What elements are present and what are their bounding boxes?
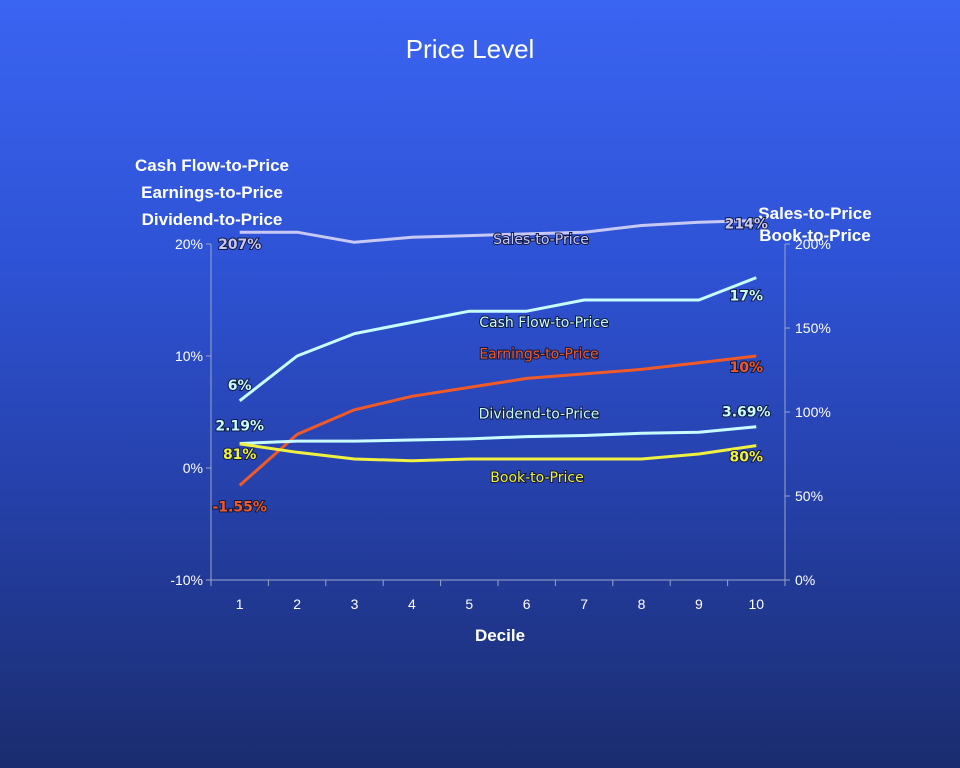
right-tick-label: 200% — [795, 236, 831, 252]
right-tick-label: 50% — [795, 488, 823, 504]
start-data-label: -1.55% — [213, 499, 267, 515]
x-tick-label: 9 — [695, 596, 703, 612]
start-data-label: 2.19% — [215, 418, 264, 434]
x-tick-label: 6 — [523, 596, 531, 612]
right-tick-label: 0% — [795, 572, 815, 588]
chart-title: Price Level — [405, 34, 535, 64]
left-tick-label: -10% — [170, 572, 203, 588]
x-axis-title: Decile — [474, 626, 526, 645]
left-tick-label: 0% — [183, 460, 203, 476]
right-axis-title-line: Book-to-Price — [759, 226, 871, 245]
right-axis-title: Sales-to-Price Book-to-Price — [735, 203, 895, 247]
left-axis-title-line: Dividend-to-Price — [141, 210, 283, 229]
x-tick-label: 7 — [580, 596, 588, 612]
left-tick-label: 10% — [175, 348, 203, 364]
series-name-label: Earnings-to-Price — [479, 346, 598, 362]
series-name-label: Sales-to-Price — [493, 232, 589, 248]
start-data-label: 207% — [218, 237, 261, 253]
right-tick-label: 100% — [795, 404, 831, 420]
series-line-cash-flow-to-price — [238, 276, 757, 402]
end-data-label: 214% — [725, 216, 768, 232]
right-tick-label: 150% — [795, 320, 831, 336]
left-tick-label: 20% — [175, 236, 203, 252]
series-name-label: Cash Flow-to-Price — [479, 315, 609, 331]
left-axis-title-line: Earnings-to-Price — [141, 183, 283, 202]
end-data-label: 10% — [730, 360, 764, 376]
series-name-label: Book-to-Price — [490, 470, 583, 486]
series-line-book-to-price — [239, 442, 757, 463]
left-axis-title: Cash Flow-to-Price Earnings-to-Price Div… — [112, 152, 312, 233]
series-line-sales-to-price — [239, 219, 757, 244]
series-line-dividend-to-price — [239, 425, 757, 445]
x-tick-label: 2 — [293, 596, 301, 612]
end-data-label: 80% — [730, 450, 764, 466]
series-name-label: Dividend-to-Price — [479, 407, 600, 423]
end-data-label: 3.69% — [722, 405, 771, 421]
right-axis-title-line: Sales-to-Price — [758, 204, 872, 223]
x-tick-label: 1 — [236, 596, 244, 612]
x-tick-label: 8 — [638, 596, 646, 612]
start-data-label: 81% — [223, 447, 257, 463]
x-tick-label: 10 — [749, 596, 765, 612]
x-tick-label: 4 — [408, 596, 416, 612]
series-line-earnings-to-price — [238, 354, 757, 487]
end-data-label: 17% — [730, 289, 764, 305]
start-data-label: 6% — [228, 378, 252, 394]
x-tick-label: 5 — [465, 596, 473, 612]
x-tick-label: 3 — [351, 596, 359, 612]
left-axis-title-line: Cash Flow-to-Price — [135, 156, 289, 175]
